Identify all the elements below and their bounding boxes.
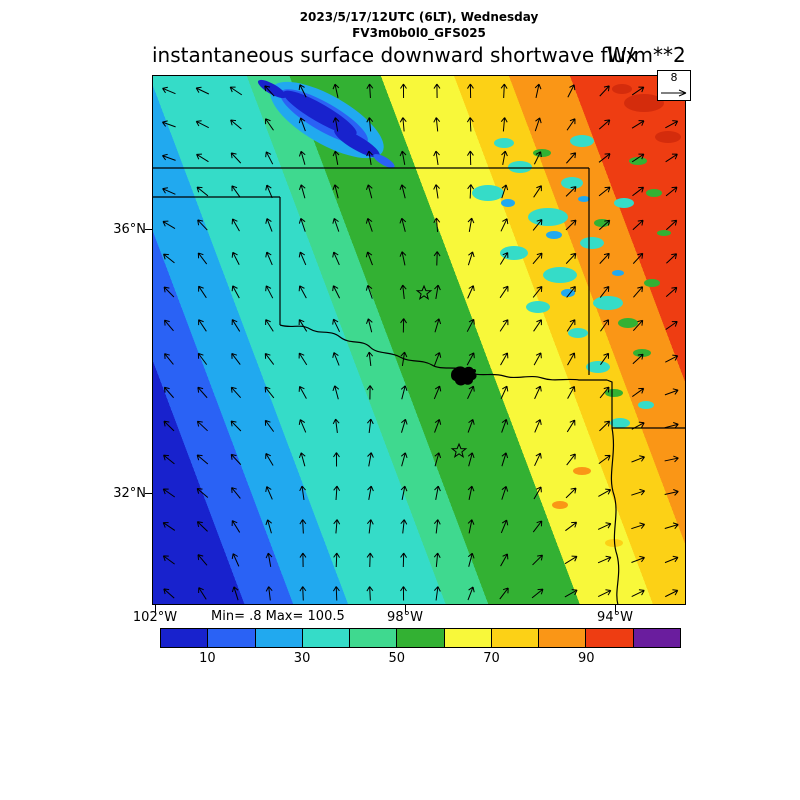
map-frame [152,75,686,605]
colorbar-segment [350,629,398,647]
flux-map [152,75,686,606]
lon-tick-98w [405,605,406,612]
lon-label-102w: 102°W [132,610,178,625]
colorbar [160,628,681,648]
units-label: W/m**2 [607,43,686,67]
lat-tick-36n [145,229,152,230]
filled-marker-dot [472,369,476,373]
colorbar-segment [491,629,540,647]
eastern-state-borders [588,168,686,606]
datetime-label: 2023/5/17/12UTC (6LT), Wednesday [299,10,539,24]
lon-tick-94w [615,605,616,612]
colorbar-tick-label: 90 [577,651,595,666]
colorbar-tick-label: 10 [199,651,216,666]
colorbar-segment [397,629,445,647]
lat-tick-32n [145,493,152,494]
lon-tick-102w [155,605,156,612]
lon-label-94w: 94°W [597,610,633,625]
scattered-cloud-patches-east [472,135,671,548]
wind-reference-box: 8 [657,70,691,101]
filled-marker-cluster [451,366,477,386]
red-hotspots-northeast [612,84,681,143]
lon-label-98w: 98°W [387,610,423,625]
colorbar-segment [161,629,209,647]
cloud-patches-northwest [257,79,395,168]
kansas-oklahoma-panhandle-borders [152,167,589,325]
wind-reference-arrow-icon [661,89,687,97]
lat-label-32n: 32°N [113,486,146,501]
colorbar-tick-label: 50 [388,651,406,666]
state-borders [152,167,686,606]
lat-label-36n: 36°N [113,222,146,237]
model-run-label: FV3m0b0l0_GFS025 [352,26,486,40]
colorbar-tick-label: 70 [483,651,500,666]
colorbar-segment [255,629,303,647]
minmax-label: Min= .8 Max= 100.5 [211,609,345,624]
colorbar-segment [302,629,351,647]
station-markers [415,284,477,458]
colorbar-segment [586,629,634,647]
colorbar-segment [208,629,256,647]
wind-vector-field [162,83,679,601]
wind-reference-value: 8 [670,71,678,84]
colorbar-tick-labels: 10 30 50 70 90 [160,651,681,667]
star-marker-south [450,442,468,458]
colorbar-segment [539,629,587,647]
map-area [152,75,686,606]
flux-field [152,75,686,605]
red-river-border [279,324,607,381]
star-marker-north [415,284,433,300]
colorbar-segment [444,629,492,647]
colorbar-tick-label: 30 [293,651,311,666]
colorbar-segment [633,629,680,647]
plot-title: instantaneous surface downward shortwave… [152,43,638,67]
